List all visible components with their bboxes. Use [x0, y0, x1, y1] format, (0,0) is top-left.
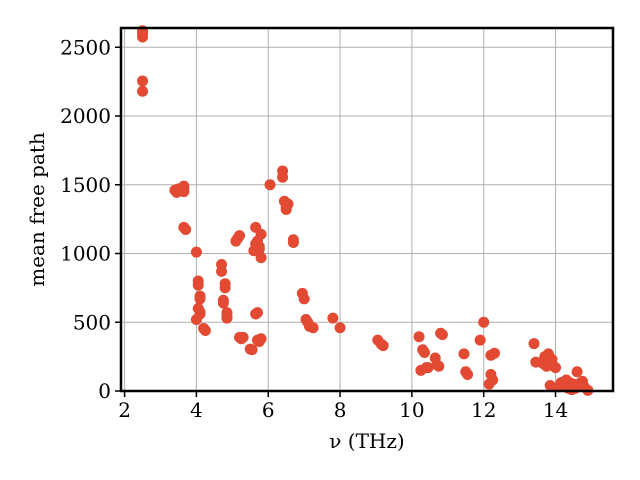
data-point — [137, 75, 149, 87]
axis-ticks: 2 4 6 8 10 12 14 0 500 1000 1500 2000 2500 — [60, 35, 568, 422]
y-tick-label: 0 — [98, 379, 111, 403]
data-point — [544, 380, 556, 391]
y-tick-label: 1000 — [60, 242, 111, 266]
data-point — [528, 338, 540, 350]
data-point — [550, 362, 562, 374]
data-point — [458, 348, 470, 360]
data-point — [237, 331, 249, 343]
data-point — [282, 198, 294, 210]
data-point — [255, 333, 267, 345]
data-point — [488, 347, 500, 359]
y-tick-label: 1500 — [60, 173, 111, 197]
data-point — [194, 308, 206, 320]
data-point — [219, 282, 231, 294]
grid — [121, 28, 613, 392]
x-tick-label: 2 — [118, 398, 131, 422]
data-point — [137, 85, 149, 97]
data-point — [277, 171, 289, 183]
data-point — [377, 340, 389, 352]
data-point — [251, 307, 263, 319]
data-point — [194, 293, 206, 305]
data-point — [217, 297, 229, 309]
y-tick-label: 500 — [73, 310, 111, 334]
data-point — [327, 312, 339, 324]
data-point — [190, 246, 202, 258]
data-point — [216, 265, 228, 277]
data-point — [255, 228, 267, 240]
data-point — [180, 223, 192, 235]
y-axis-title: mean free path — [25, 132, 49, 287]
data-point — [178, 186, 190, 198]
data-point — [137, 28, 149, 39]
data-point — [264, 179, 276, 191]
data-point — [287, 237, 299, 248]
data-point — [253, 243, 265, 255]
data-point — [413, 331, 425, 343]
x-tick-label: 6 — [262, 398, 275, 422]
x-tick-label: 10 — [399, 398, 424, 422]
data-point — [221, 312, 233, 324]
data-point — [255, 252, 267, 264]
x-tick-label: 12 — [471, 398, 496, 422]
x-axis-title: ν (THz) — [329, 429, 404, 453]
data-point — [246, 344, 258, 356]
y-tick-label: 2000 — [60, 104, 111, 128]
data-point — [487, 374, 499, 386]
x-tick-label: 8 — [334, 398, 347, 422]
data-point — [474, 334, 486, 346]
data-point — [462, 369, 474, 380]
data-point — [478, 316, 490, 328]
plot-frame — [119, 26, 615, 393]
data-point — [307, 322, 319, 334]
x-tick-label: 4 — [190, 398, 203, 422]
y-tick-label: 2500 — [60, 35, 111, 59]
data-point — [298, 293, 310, 305]
data-point — [334, 322, 346, 334]
data-point — [436, 329, 448, 341]
data-point — [422, 362, 434, 374]
data-point — [571, 366, 583, 378]
data-point — [199, 325, 211, 336]
data-point — [192, 279, 204, 291]
data-point — [234, 230, 246, 242]
data-points — [137, 25, 594, 396]
x-tick-label: 14 — [543, 398, 568, 422]
data-point — [433, 360, 445, 372]
data-point — [418, 347, 430, 358]
